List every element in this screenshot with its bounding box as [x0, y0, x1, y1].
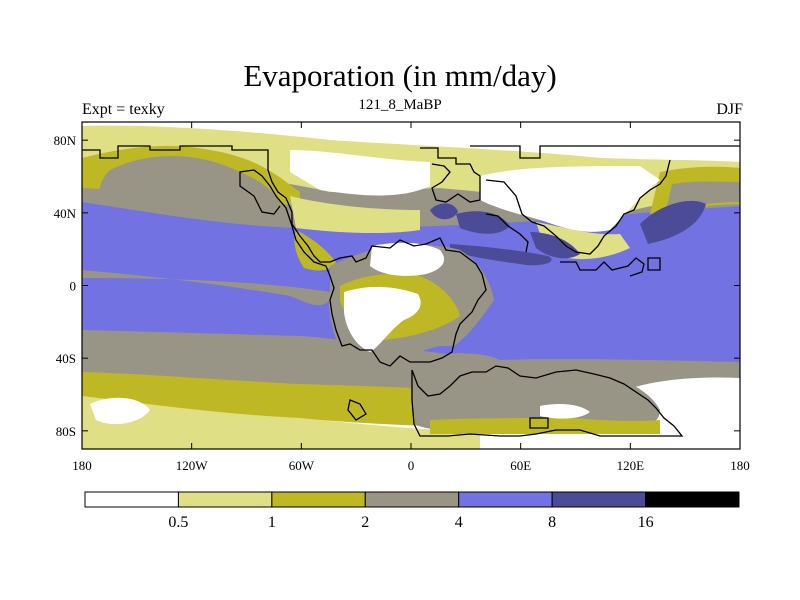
colorbar-swatch: [458, 491, 553, 508]
map-fields: [82, 122, 740, 449]
colorbar-swatch: [271, 491, 366, 508]
field-light-yellow-subtropic: [290, 196, 420, 234]
x-tick-label: 120E: [617, 458, 645, 473]
land-desert-north: [370, 242, 445, 276]
coast-island-east: [647, 257, 661, 271]
field-dark-blue-west-pacific: [640, 200, 706, 244]
coast-tethys: [485, 213, 529, 253]
field-white-south-pacific: [90, 397, 150, 425]
land-north-america: [290, 150, 430, 196]
field-gray-north-pacific: [99, 155, 290, 216]
colorbar-swatch: [177, 491, 273, 508]
coast-americas-africa: [82, 145, 487, 367]
colorbar-swatch: [364, 491, 460, 508]
coast-southern-island-east: [529, 417, 549, 429]
colorbar-label: 8: [548, 514, 556, 531]
period-label: 121_8_MaBP: [358, 97, 442, 113]
field-dark-blue-south-asia: [450, 244, 552, 266]
colorbar-swatch: [645, 491, 740, 508]
field-dark-blue-bay: [530, 232, 580, 259]
coastlines: [82, 145, 740, 437]
land-desert-south: [344, 286, 421, 352]
land-eurasia: [480, 166, 660, 232]
x-tick-label: 0: [408, 458, 415, 473]
x-tick-label: 180: [72, 458, 92, 473]
colorbar-label: 1: [268, 514, 276, 531]
colorbar-swatch: [551, 491, 647, 508]
experiment-label: Expt = texky: [82, 101, 165, 118]
colorbar-swatch: [84, 491, 179, 508]
x-axis: 180 120W 60W 0 60E 120E 180: [72, 122, 750, 473]
field-gray-tongue: [82, 270, 330, 306]
x-tick-label: 120W: [176, 458, 209, 473]
coast-south-asia-islands: [560, 257, 645, 277]
coast-southern-island: [347, 399, 367, 421]
season-label: DJF: [716, 101, 743, 118]
field-dark-blue-atlantic: [430, 203, 458, 220]
y-tick-label: 80N: [54, 133, 77, 148]
colorbar-label: 0.5: [168, 514, 188, 531]
y-axis: 80N 40N 0 40S 80S: [54, 133, 740, 439]
colorbar-label: 16: [638, 514, 654, 531]
coast-southern-continent: [411, 365, 684, 437]
y-tick-label: 40N: [54, 206, 77, 221]
colorbar-label: 4: [455, 514, 463, 531]
coast-arctic: [470, 145, 740, 159]
y-tick-label: 80S: [56, 424, 76, 439]
field-olive-caribbean: [294, 230, 336, 271]
colorbar-label: 2: [361, 514, 369, 531]
x-tick-label: 60W: [289, 458, 315, 473]
coast-eurasia: [485, 159, 671, 255]
x-tick-label: 60E: [510, 458, 531, 473]
x-tick-label: 180: [730, 458, 750, 473]
field-light-yellow-south: [82, 396, 480, 449]
y-tick-label: 0: [70, 279, 77, 294]
coast-north-atlantic-island: [420, 147, 481, 203]
field-olive-antarctica: [430, 418, 660, 434]
field-dark-blue-tethys: [456, 211, 510, 234]
land-antarctica-interior: [540, 404, 590, 419]
colorbar: 0.5 1 2 4 8 16: [84, 491, 740, 531]
y-tick-label: 40S: [56, 351, 76, 366]
plot-title: Evaporation (in mm/day): [243, 58, 557, 93]
